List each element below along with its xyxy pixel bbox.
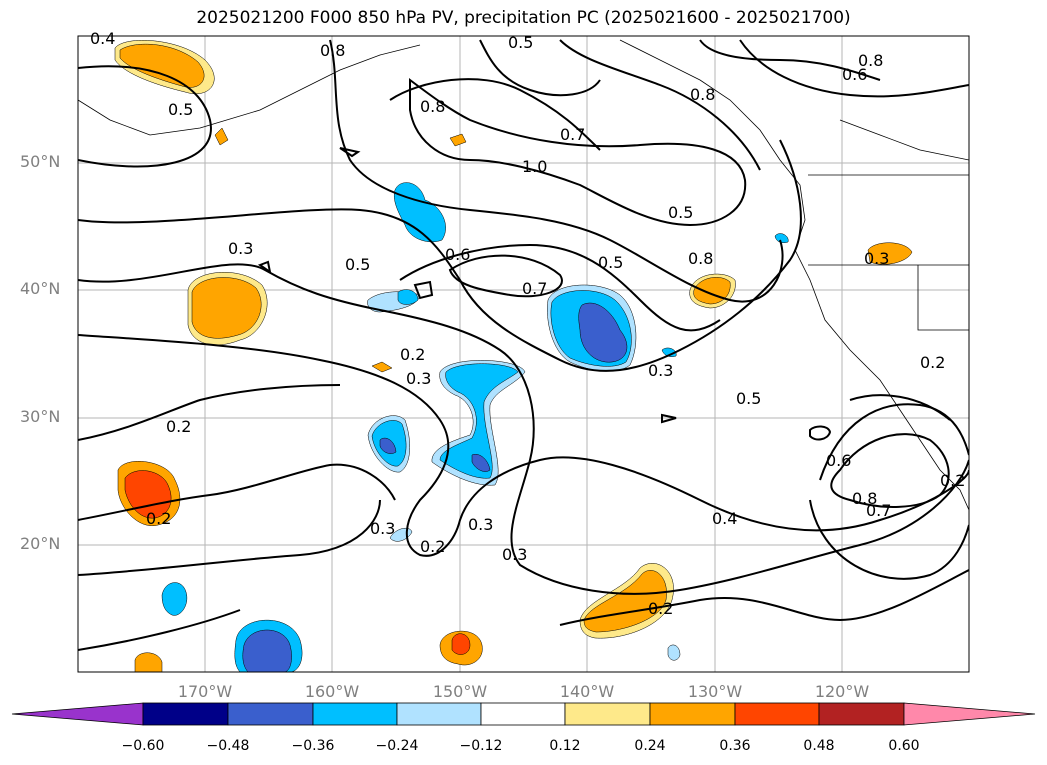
pv-contours [78, 39, 969, 651]
colorbar-extend-left [11, 702, 144, 726]
colorbar-segment [312, 702, 398, 726]
contour-label: 0.2 [420, 537, 445, 556]
lon-label: 120°W [814, 682, 870, 701]
colorbar-tick-label: 0.24 [634, 738, 666, 754]
colorbar-segment [818, 702, 905, 726]
colorbar-segment [480, 702, 566, 726]
contour-label: 0.7 [560, 125, 585, 144]
contour-label: 0.3 [228, 239, 253, 258]
contour-labels: 0.4 0.5 0.8 0.5 0.8 0.6 0.8 1.0 0.7 0.8 … [90, 29, 965, 618]
contour-label: 0.3 [648, 361, 673, 380]
contour-label: 0.5 [736, 389, 761, 408]
lon-label: 170°W [177, 682, 233, 701]
lat-label: 50°N [20, 152, 61, 171]
colorbar-segment [649, 702, 736, 726]
colorbar-tick-label: −0.36 [291, 738, 335, 754]
contour-label: 0.7 [866, 501, 891, 520]
contour-label: 0.3 [864, 249, 889, 268]
gridlines [78, 36, 969, 672]
colorbar-tick-label: 0.48 [803, 738, 835, 754]
contour-label: 0.8 [858, 51, 883, 70]
contour-label: 0.6 [826, 451, 851, 470]
contour-label: 0.2 [400, 345, 425, 364]
contour-label: 0.8 [852, 489, 877, 508]
colorbar-segment [227, 702, 314, 726]
contour-label: 0.6 [445, 245, 470, 264]
contour-label: 0.8 [320, 41, 345, 60]
contour-label: 0.3 [406, 369, 431, 388]
contour-label: 0.7 [522, 279, 547, 298]
contour-label: 0.2 [940, 471, 965, 490]
lon-label: 160°W [304, 682, 360, 701]
lon-label: 140°W [559, 682, 615, 701]
colorbar-tick-label: −0.60 [121, 738, 165, 754]
lat-label: 20°N [20, 534, 61, 553]
contour-label: 0.5 [508, 33, 533, 52]
colorbar-tick-label: −0.48 [206, 738, 250, 754]
colorbar-segment [564, 702, 651, 726]
lon-label: 130°W [687, 682, 743, 701]
contour-label: 0.2 [146, 509, 171, 528]
colorbar-segment [734, 702, 820, 726]
contour-label: 0.5 [668, 203, 693, 222]
lat-label: 40°N [20, 279, 61, 298]
map-frame [77, 35, 970, 673]
contour-label: 0.3 [370, 519, 395, 538]
contour-label: 0.8 [420, 97, 445, 116]
contour-label: 0.3 [502, 545, 527, 564]
contour-label: 0.5 [345, 255, 370, 274]
precipitation-fill [114, 40, 913, 672]
lat-label: 30°N [20, 407, 61, 426]
lon-label: 150°W [432, 682, 488, 701]
contour-label: 0.6 [842, 65, 867, 84]
colorbar-extend-right [903, 702, 1036, 726]
colorbar-segment [142, 702, 229, 726]
map-title: 2025021200 F000 850 hPa PV, precipitatio… [196, 8, 851, 28]
contour-label: 0.8 [688, 249, 713, 268]
coastlines [78, 39, 969, 511]
contour-label: 0.2 [166, 417, 191, 436]
colorbar-tick-label: 0.60 [888, 738, 920, 754]
contour-label: 0.4 [90, 29, 115, 48]
colorbar [11, 702, 1036, 726]
contour-label: 0.2 [648, 599, 673, 618]
contour-label: 0.5 [598, 253, 623, 272]
contour-label: 0.2 [920, 353, 945, 372]
colorbar-tick-label: 0.12 [549, 738, 581, 754]
colorbar-tick-label: −0.12 [459, 738, 503, 754]
contour-label: 0.5 [168, 100, 193, 119]
contour-label: 0.8 [690, 85, 715, 104]
contour-label: 1.0 [522, 157, 547, 176]
colorbar-segment [396, 702, 482, 726]
colorbar-tick-label: −0.24 [375, 738, 419, 754]
contour-label: 0.4 [712, 509, 737, 528]
contour-label: 0.3 [468, 515, 493, 534]
colorbar-tick-label: 0.36 [719, 738, 751, 754]
